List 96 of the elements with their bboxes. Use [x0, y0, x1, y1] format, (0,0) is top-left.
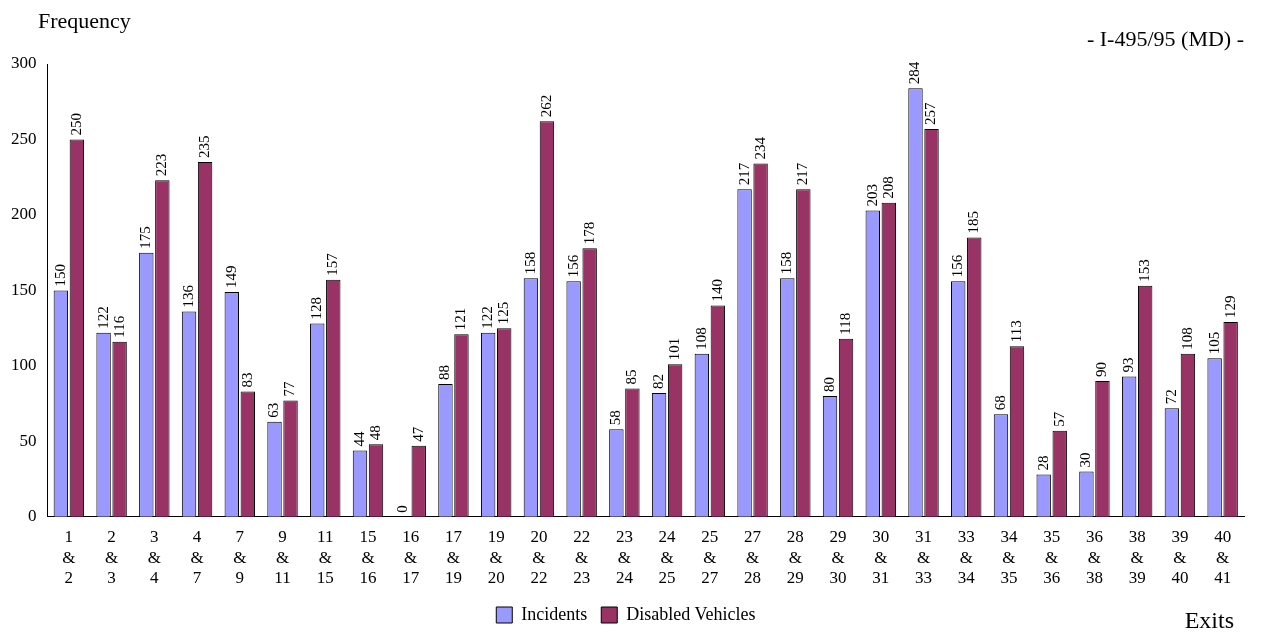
data-label: 90 — [1093, 361, 1110, 377]
y-tick-label: 50 — [19, 430, 37, 450]
data-label: 48 — [366, 425, 383, 441]
data-label: 157 — [324, 252, 341, 276]
data-label: 156 — [949, 254, 966, 278]
data-label: 93 — [1120, 357, 1137, 373]
data-label: 178 — [580, 221, 597, 245]
y-tick-label: 250 — [11, 128, 37, 148]
x-tick-label: 24 & 25 — [658, 527, 677, 588]
x-tick-label: 23 & 24 — [615, 527, 634, 588]
data-label: 217 — [794, 162, 811, 186]
y-axis-title: Frequency — [38, 8, 131, 34]
data-label: 128 — [308, 297, 325, 320]
data-label: 235 — [196, 135, 213, 159]
x-tick-label: 27 & 28 — [744, 527, 762, 588]
data-label: 223 — [153, 153, 170, 177]
data-label: 28 — [1034, 455, 1051, 471]
x-tick-label: 2 & 3 — [104, 527, 119, 588]
x-tick-label: 25 & 27 — [701, 527, 719, 588]
y-tick-label: 100 — [11, 355, 37, 375]
x-tick-label: 29 & 30 — [829, 527, 847, 588]
data-label: 175 — [137, 226, 154, 249]
legend-label: Incidents — [521, 603, 588, 624]
data-label: 47 — [409, 426, 426, 442]
data-label: 116 — [110, 315, 127, 338]
data-label: 250 — [67, 112, 84, 136]
x-tick-label: 38 & 39 — [1128, 527, 1146, 588]
y-tick-label: 300 — [11, 53, 37, 73]
data-label: 217 — [735, 162, 752, 186]
data-label: 105 — [1205, 331, 1222, 355]
x-tick-label: 39 & 40 — [1171, 527, 1189, 588]
data-label: 284 — [906, 61, 923, 85]
data-label: 101 — [666, 337, 683, 361]
data-label: 185 — [965, 211, 982, 234]
data-label: 153 — [1136, 259, 1153, 282]
data-label: 58 — [607, 410, 624, 426]
data-label: 129 — [1221, 295, 1238, 319]
data-label: 203 — [863, 183, 880, 207]
x-tick-label: 28 & 29 — [786, 527, 804, 588]
data-label: 262 — [537, 94, 554, 118]
data-label: 208 — [879, 176, 896, 199]
legend-label: Disabled Vehicles — [626, 603, 756, 624]
data-label: 122 — [94, 306, 111, 329]
data-label: 158 — [521, 251, 538, 275]
x-tick-label: 20 & 22 — [530, 527, 548, 588]
y-tick-label: 150 — [11, 279, 37, 299]
data-label: 158 — [778, 251, 795, 275]
data-label: 234 — [751, 136, 768, 160]
data-label: 108 — [1178, 327, 1195, 350]
x-tick-label: 33 & 34 — [957, 527, 976, 588]
x-tick-label: 1 & 2 — [62, 527, 76, 588]
data-label: 149 — [222, 265, 239, 288]
data-label: 80 — [820, 377, 837, 393]
x-tick-label: 17 & 19 — [444, 527, 463, 588]
data-label: 125 — [495, 301, 512, 325]
x-axis-title: Exits — [1184, 607, 1234, 634]
chart-title: - I-495/95 (MD) - — [1086, 26, 1244, 52]
data-label: 121 — [452, 307, 469, 331]
data-label: 88 — [436, 364, 453, 380]
x-tick-label: 30 & 31 — [872, 527, 890, 588]
data-label: 30 — [1077, 452, 1094, 468]
x-tick-label: 36 & 38 — [1085, 527, 1103, 588]
data-label: 0 — [393, 505, 410, 513]
x-tick-label: 4 & 7 — [190, 527, 204, 588]
x-tick-label: 3 & 4 — [147, 527, 161, 588]
x-tick-label: 34 & 35 — [1000, 527, 1018, 588]
data-label: 72 — [1162, 389, 1179, 405]
data-label: 108 — [692, 327, 709, 350]
data-label: 57 — [1050, 411, 1067, 427]
x-tick-label: 22 & 23 — [573, 527, 591, 588]
data-label: 122 — [479, 306, 496, 329]
data-label: 118 — [836, 312, 853, 335]
data-label: 140 — [708, 278, 725, 302]
x-tick-label: 31 & 33 — [915, 527, 933, 588]
data-label: 113 — [1007, 320, 1024, 343]
data-label: 68 — [991, 395, 1008, 411]
data-label: 156 — [564, 254, 581, 278]
data-label: 150 — [51, 263, 68, 287]
y-tick-label: 0 — [28, 506, 37, 526]
data-label: 77 — [281, 381, 298, 397]
x-tick-label: 11 & 15 — [316, 527, 334, 588]
data-label: 83 — [238, 372, 255, 388]
x-tick-label: 19 & 20 — [487, 527, 505, 588]
data-label: 82 — [650, 374, 667, 390]
x-tick-label: 7 & 9 — [233, 527, 247, 588]
data-label: 257 — [922, 101, 939, 125]
x-tick-label: 16 & 17 — [402, 527, 420, 588]
data-label: 63 — [265, 402, 282, 418]
data-label: 136 — [179, 284, 196, 308]
x-tick-label: 40 & 41 — [1214, 527, 1232, 588]
x-tick-label: 9 & 11 — [274, 527, 291, 588]
x-tick-label: 15 & 16 — [359, 527, 377, 588]
data-label: 85 — [623, 369, 640, 385]
x-tick-label: 35 & 36 — [1043, 527, 1061, 588]
data-label: 44 — [350, 430, 367, 447]
y-tick-label: 200 — [11, 204, 37, 224]
